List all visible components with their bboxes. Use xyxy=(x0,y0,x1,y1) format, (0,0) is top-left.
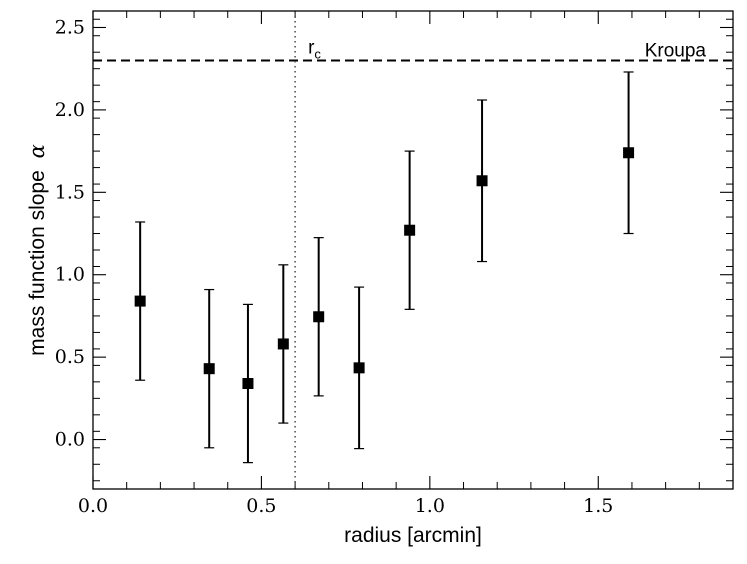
data-point xyxy=(476,175,488,187)
y-axis-title: mass function slope α xyxy=(25,144,49,356)
data-point xyxy=(203,363,215,375)
core-radius-label-sub: c xyxy=(314,46,321,61)
data-point xyxy=(353,362,365,374)
y-tick-label: 0.0 xyxy=(55,429,85,451)
data-point xyxy=(623,147,635,159)
core-radius-label: rc xyxy=(308,37,321,61)
y-tick-label: 2.0 xyxy=(55,99,85,121)
x-tick-label: 0.5 xyxy=(246,495,276,517)
data-point xyxy=(313,311,325,323)
y-tick-label: 2.5 xyxy=(55,16,85,38)
core-radius-label-main: r xyxy=(308,37,315,58)
data-point xyxy=(242,378,254,390)
x-axis-title: radius [arcmin] xyxy=(344,524,482,547)
plot-layer: 0.0 0.5 1.0 1.5 0.0 0.5 1.0 1.5 2.0 2.5 Kroupa rc xyxy=(55,11,733,517)
y-axis-title-text: mass function slope xyxy=(26,170,49,356)
data-point xyxy=(404,224,416,236)
x-tick-label: 1.5 xyxy=(583,495,613,517)
plot-frame xyxy=(92,10,734,490)
y-axis-title-group: mass function slope α xyxy=(25,144,49,356)
y-axis-title-symbol: α xyxy=(25,144,49,158)
kroupa-label: Kroupa xyxy=(645,40,707,61)
x-tick-label: 1.0 xyxy=(415,495,445,517)
y-tick-label: 0.5 xyxy=(55,346,85,368)
y-tick-label: 1.5 xyxy=(55,181,85,203)
x-tick-label: 0.0 xyxy=(78,495,108,517)
data-point xyxy=(134,295,146,307)
y-tick-label: 1.0 xyxy=(55,264,85,286)
data-point xyxy=(277,338,289,350)
